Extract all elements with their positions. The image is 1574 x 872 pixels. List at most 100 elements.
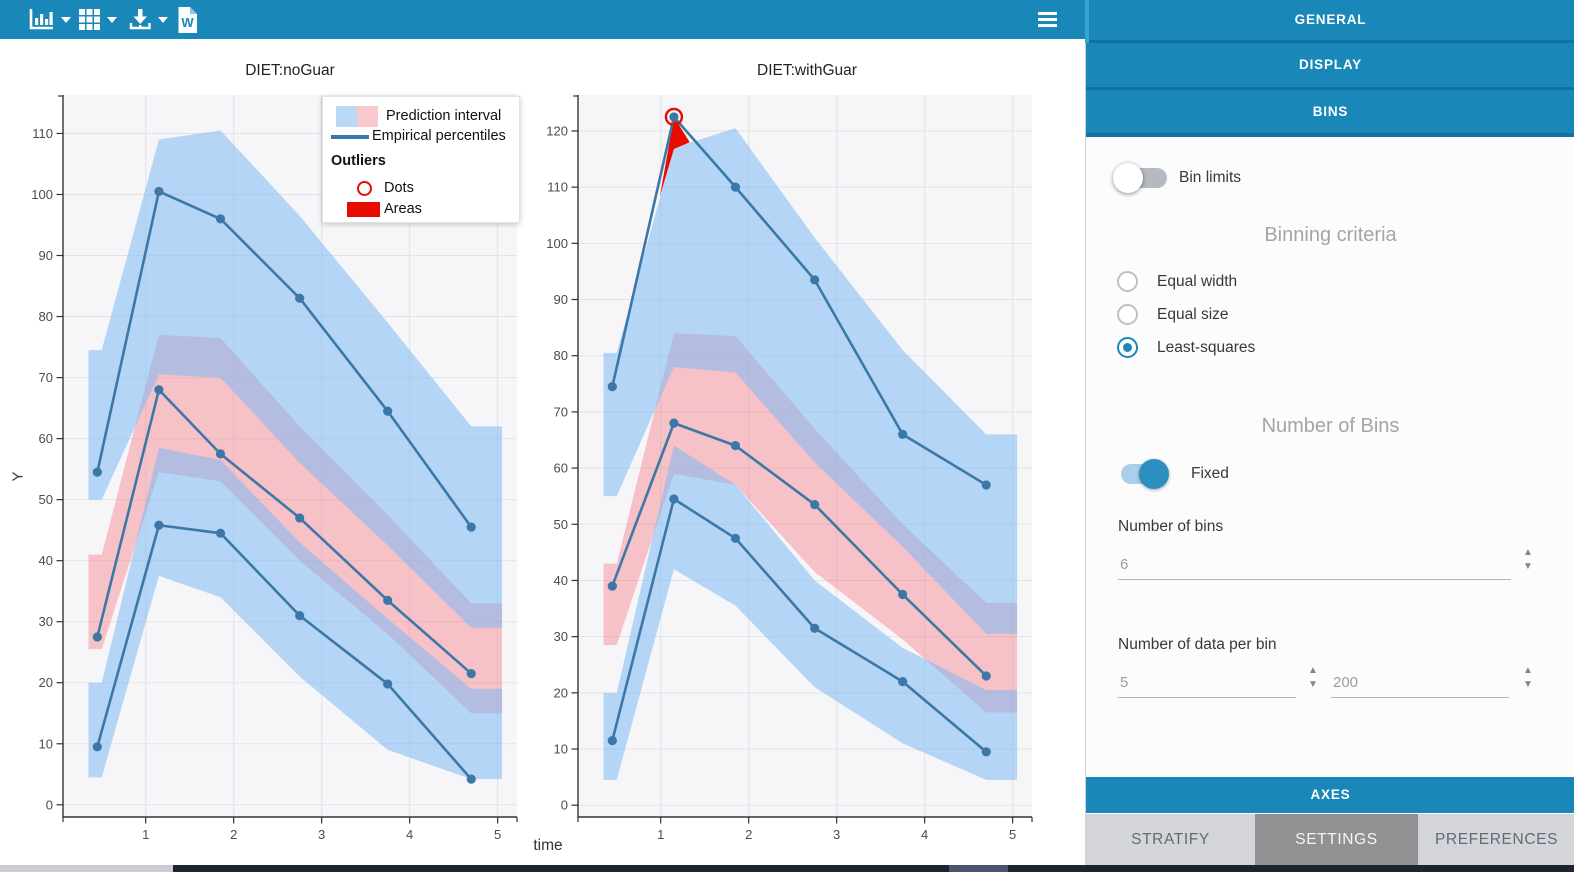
accordion-stack: GENERAL DISPLAY BINS (1085, 0, 1574, 137)
data-per-bin-min-input[interactable] (1118, 668, 1296, 698)
number-of-bins-spinner: ▲ ▼ (1520, 546, 1536, 580)
chevron-down-icon (158, 16, 168, 28)
svg-text:30: 30 (39, 614, 53, 629)
svg-text:2: 2 (745, 827, 752, 842)
chevron-down-icon (107, 16, 117, 28)
svg-text:50: 50 (39, 492, 53, 507)
number-of-bins-input[interactable] (1118, 550, 1511, 580)
svg-text:60: 60 (554, 461, 568, 476)
svg-text:3: 3 (833, 827, 840, 842)
download-icon (129, 9, 151, 30)
data-per-bin-min-spinner: ▲ ▼ (1305, 664, 1321, 698)
spinner-up-icon[interactable]: ▲ (1523, 547, 1533, 558)
word-export-icon: W (178, 6, 197, 33)
section-header-bins[interactable]: BINS (1086, 90, 1574, 133)
svg-text:4: 4 (921, 827, 928, 842)
panel-title-noguar: DIET:noGuar (245, 62, 335, 79)
svg-text:3: 3 (318, 827, 325, 842)
scrollbar-track[interactable] (0, 865, 173, 872)
data-per-bin-max-spinner: ▲ ▼ (1520, 664, 1536, 698)
number-of-bins-label: Number of bins (1118, 518, 1224, 535)
svg-text:110: 110 (32, 126, 53, 141)
radio-equal-size[interactable]: Equal size (1086, 301, 1574, 329)
outlier-dot-icon (357, 181, 372, 196)
number-of-bins-title: Number of Bins (1261, 415, 1400, 437)
plot-toolbar: W (0, 0, 1085, 39)
svg-text:5: 5 (1009, 827, 1016, 842)
legend-outliers-title: Outliers (331, 153, 386, 169)
legend-areas-label: Areas (384, 201, 422, 217)
menu-button[interactable] (1038, 0, 1057, 39)
svg-text:110: 110 (547, 180, 568, 195)
svg-text:0: 0 (561, 798, 568, 813)
plot-type-button[interactable] (28, 0, 71, 39)
tab-stratify[interactable]: STRATIFY (1086, 814, 1255, 866)
legend-empirical-percentiles-label: Empirical percentiles (372, 128, 506, 144)
svg-text:5: 5 (494, 827, 501, 842)
svg-text:40: 40 (39, 553, 53, 568)
x-axis-label: time (533, 837, 563, 854)
vpc-plot-withguar[interactable]: 0 10 20 30 40 50 60 70 80 90 100 110 120 1 2 3 4 5 (532, 95, 1042, 857)
svg-text:100: 100 (31, 187, 53, 202)
spinner-down-icon[interactable]: ▼ (1308, 679, 1318, 690)
radio-icon (1117, 271, 1138, 292)
svg-text:90: 90 (554, 292, 568, 307)
svg-text:30: 30 (554, 629, 568, 644)
svg-text:100: 100 (546, 236, 568, 251)
plot-type-icon (29, 9, 53, 30)
svg-text:80: 80 (39, 309, 53, 324)
fixed-toggle[interactable] (1113, 456, 1175, 492)
prediction-interval-pink-swatch (357, 106, 378, 127)
plot-workspace: W DIET:noGuar DIET:withGuar Y 0 10 20 30 40 5… (0, 0, 1085, 857)
fixed-row: Fixed (1086, 456, 1574, 492)
legend-prediction-interval-label: Prediction interval (386, 108, 502, 124)
empirical-percentiles-line-swatch (331, 135, 369, 139)
data-per-bin-label: Number of data per bin (1118, 636, 1277, 653)
bin-limits-row: Bin limits (1086, 160, 1574, 196)
bin-limits-toggle[interactable] (1113, 160, 1175, 196)
plot-legend: Prediction interval Empirical percentile… (322, 96, 520, 223)
panel-title-withguar: DIET:withGuar (757, 62, 857, 79)
section-header-general[interactable]: GENERAL (1086, 0, 1574, 40)
legend-dots-label: Dots (384, 180, 414, 196)
outlier-area-swatch (347, 202, 380, 217)
spinner-down-icon[interactable]: ▼ (1523, 561, 1533, 572)
svg-text:1: 1 (657, 827, 664, 842)
svg-text:50: 50 (554, 517, 568, 532)
svg-text:70: 70 (39, 370, 53, 385)
binning-criteria-title: Binning criteria (1264, 224, 1397, 246)
tab-settings[interactable]: SETTINGS (1255, 814, 1418, 866)
word-letter: W (181, 15, 194, 30)
fixed-label: Fixed (1191, 465, 1229, 482)
svg-text:1: 1 (142, 827, 149, 842)
svg-text:0: 0 (46, 797, 53, 812)
spinner-down-icon[interactable]: ▼ (1523, 679, 1533, 690)
layout-grid-icon (79, 9, 100, 30)
svg-text:70: 70 (554, 404, 568, 419)
radio-least-squares[interactable]: Least-squares (1086, 334, 1574, 362)
scrollbar-thumb[interactable] (949, 865, 1008, 872)
export-download-button[interactable] (128, 0, 168, 39)
section-header-axes[interactable]: AXES (1086, 777, 1574, 813)
svg-text:60: 60 (39, 431, 53, 446)
horizontal-scrollbar[interactable] (0, 865, 1574, 872)
svg-text:10: 10 (39, 736, 53, 751)
radio-icon (1117, 337, 1138, 358)
data-per-bin-max-input[interactable] (1331, 668, 1509, 698)
settings-panel: GENERAL DISPLAY BINS Bin limits Binning … (1085, 0, 1574, 872)
bin-limits-label: Bin limits (1179, 169, 1242, 186)
svg-text:2: 2 (230, 827, 237, 842)
spinner-up-icon[interactable]: ▲ (1523, 665, 1533, 676)
radio-equal-width[interactable]: Equal width (1086, 268, 1574, 296)
svg-text:40: 40 (554, 573, 568, 588)
svg-text:4: 4 (406, 827, 413, 842)
section-header-display[interactable]: DISPLAY (1086, 43, 1574, 87)
svg-text:120: 120 (546, 123, 568, 138)
layout-button[interactable] (78, 0, 117, 39)
spinner-up-icon[interactable]: ▲ (1308, 665, 1318, 676)
svg-text:10: 10 (554, 742, 568, 757)
tab-preferences[interactable]: PREFERENCES (1418, 814, 1574, 866)
prediction-interval-blue-swatch (336, 106, 357, 127)
word-export-button[interactable]: W (176, 0, 199, 39)
